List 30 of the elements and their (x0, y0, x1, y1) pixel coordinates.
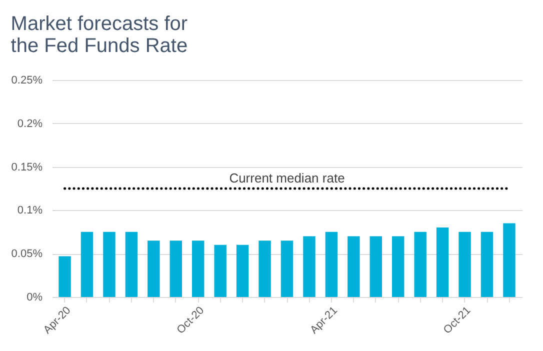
bar (303, 236, 316, 297)
bar (480, 232, 494, 297)
bar (280, 240, 294, 297)
bar (503, 223, 516, 297)
y-tick-label: 0% (26, 292, 43, 304)
y-tick-label: 0.2% (17, 118, 43, 130)
bar (125, 232, 138, 297)
y-tick-label: 0.15% (11, 161, 43, 174)
bar (348, 236, 360, 297)
ref-line-label: Current median rate (229, 170, 345, 186)
y-tick-label: 0.05% (11, 248, 43, 260)
bar (192, 240, 204, 297)
bar (458, 232, 471, 297)
bar (58, 256, 71, 297)
bar (258, 240, 271, 297)
y-tick-label: 0.1% (17, 204, 43, 217)
bar (170, 240, 182, 297)
bar (80, 232, 94, 297)
bar (436, 228, 449, 297)
y-tick-label: 0.25% (11, 74, 43, 86)
bar (214, 244, 226, 297)
bar (236, 244, 249, 297)
bar (414, 232, 426, 297)
bar (325, 232, 338, 297)
bar (148, 240, 160, 297)
bar (370, 236, 382, 297)
text: the Fed Funds Rate (10, 35, 188, 57)
bar (103, 232, 116, 297)
bar (392, 236, 404, 297)
text: Market forecasts for (10, 13, 188, 35)
